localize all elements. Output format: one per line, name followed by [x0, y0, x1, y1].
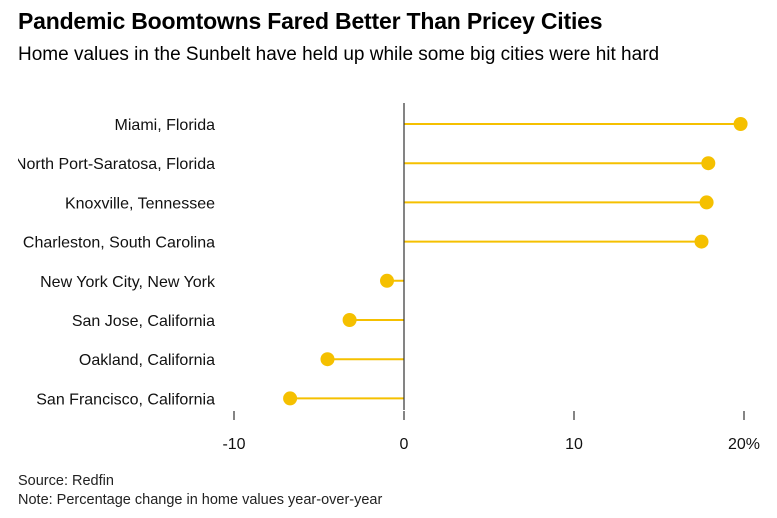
category-label-2: Knoxville, Tennessee: [65, 195, 215, 212]
category-label-3: Charleston, South Carolina: [23, 235, 215, 252]
x-tick-label-2: 10: [565, 436, 583, 453]
category-label-1: North Port-Saratosa, Florida: [15, 156, 215, 173]
dot-5: [342, 313, 357, 327]
x-axis-ticks-group: -10 0 10 20%: [222, 411, 760, 453]
dot-1: [701, 156, 716, 171]
dot-0: [733, 117, 748, 131]
chart-title: Pandemic Boomtowns Fared Better Than Pri…: [18, 8, 603, 34]
x-tick-label-1: 0: [400, 436, 409, 453]
category-label-7: San Francisco, California: [36, 391, 215, 408]
footnote: Note: Percentage change in home values y…: [18, 492, 383, 508]
category-label-0: Miami, Florida: [115, 117, 216, 134]
category-label-4: New York City, New York: [40, 274, 216, 291]
chart-subtitle: Home values in the Sunbelt have held up …: [18, 44, 660, 65]
dot-7: [283, 391, 298, 406]
x-tick-label-3: 20%: [728, 436, 760, 453]
category-labels-group: Miami, Florida North Port-Saratosa, Flori…: [15, 117, 216, 408]
x-tick-label-0: -10: [222, 436, 245, 453]
category-label-5: San Jose, California: [72, 313, 215, 330]
source-note: Source: Redfin: [18, 473, 114, 489]
category-label-6: Oakland, California: [79, 352, 215, 369]
dot-3: [694, 234, 709, 249]
stems-group: [290, 123, 741, 400]
dots-group: [283, 117, 748, 406]
dot-6: [320, 352, 335, 367]
dot-4: [380, 273, 394, 288]
dot-2: [699, 195, 714, 210]
